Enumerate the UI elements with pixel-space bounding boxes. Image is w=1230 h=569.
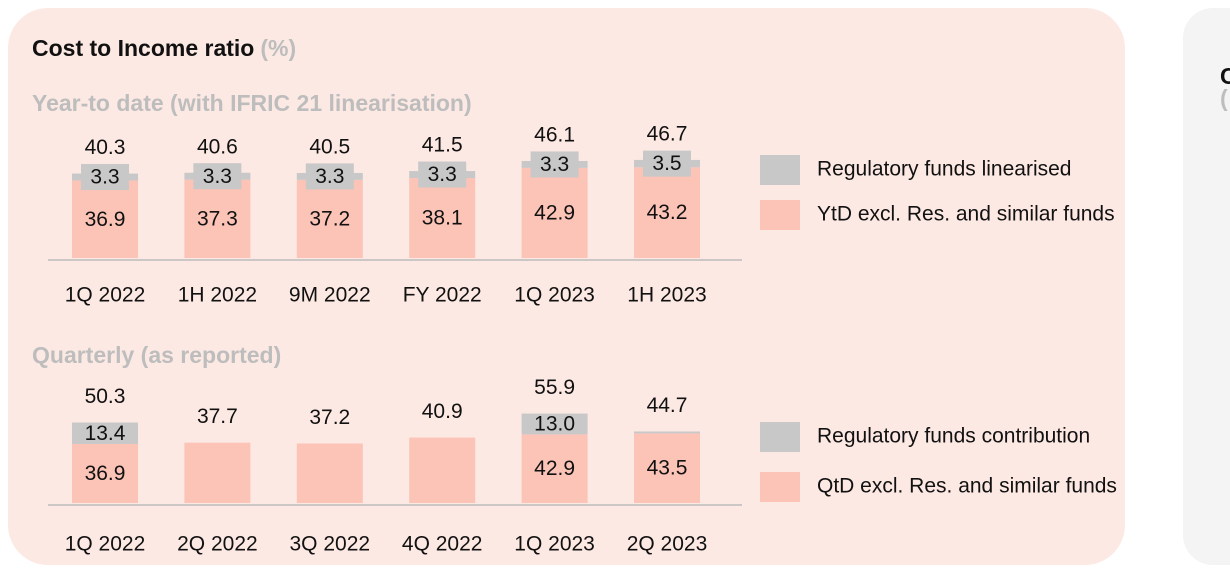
- x-tick-label: FY 2022: [403, 284, 482, 307]
- x-tick-label: 4Q 2022: [402, 533, 483, 556]
- value-label: 36.9: [85, 208, 126, 231]
- label-box: [81, 164, 129, 191]
- unit: (%): [260, 35, 296, 61]
- x-tick-label: 2Q 2023: [627, 533, 708, 556]
- legend-swatch: [760, 472, 800, 502]
- x-tick-label: 9M 2022: [289, 284, 371, 307]
- title: Cost to Income ratio: [32, 35, 254, 61]
- value-label: 37.2: [309, 207, 350, 230]
- bar-segment: [634, 167, 700, 258]
- total-label: 37.2: [309, 406, 350, 429]
- bar-segment: [72, 180, 138, 258]
- total-label: 55.9: [534, 376, 575, 399]
- total-label: 50.3: [85, 385, 126, 408]
- value-label: 43.5: [647, 457, 688, 480]
- label-box: [418, 161, 467, 188]
- total-label: 46.7: [647, 122, 688, 145]
- legend-label: Regulatory funds contribution: [817, 425, 1090, 448]
- total-label: 46.1: [534, 124, 575, 147]
- total-label: 44.7: [647, 394, 688, 417]
- chart-subtitle: Quarterly (as reported): [32, 342, 281, 368]
- label-box: [643, 150, 691, 177]
- value-label: 3.5: [652, 152, 681, 175]
- legend-swatch: [760, 422, 800, 452]
- value-label: 3.3: [203, 165, 232, 188]
- panel: [8, 8, 1125, 565]
- x-tick-label: 1Q 2022: [65, 284, 146, 307]
- bar-segment: [72, 443, 138, 503]
- chart-subtitle: Year-to date (with IFRIC 21 linearisatio…: [32, 90, 472, 116]
- x-tick-label: 1Q 2023: [514, 284, 595, 307]
- bar-segment: [409, 437, 476, 503]
- bar-segment: [521, 413, 588, 435]
- bar-segment: [634, 433, 700, 503]
- total-label: 40.6: [197, 135, 238, 158]
- bar-segment: [296, 179, 363, 258]
- bar-segment: [184, 442, 251, 503]
- x-tick-label: 1H 2022: [178, 284, 257, 307]
- value-label: 3.3: [90, 166, 119, 189]
- total-label: 41.5: [422, 134, 463, 157]
- label-box: [193, 163, 242, 190]
- x-tick-label: 2Q 2022: [177, 533, 258, 556]
- value-label: 42.9: [534, 202, 575, 225]
- value-label: 36.9: [85, 462, 126, 485]
- x-tick-label: 1H 2023: [627, 284, 706, 307]
- legend-label: YtD excl. Res. and similar funds: [817, 203, 1115, 226]
- total-label: 40.3: [85, 136, 126, 159]
- value-label: 43.2: [647, 201, 688, 224]
- legend-swatch: [760, 155, 800, 185]
- side-panel: [1183, 8, 1230, 565]
- x-tick-label: 1Q 2023: [514, 533, 595, 556]
- bar-segment: [634, 431, 700, 434]
- bar-segment: [72, 422, 138, 444]
- value-label: 3.3: [315, 165, 344, 188]
- value-label: 38.1: [422, 207, 463, 230]
- total-label: 37.7: [197, 405, 238, 428]
- bar-segment: [296, 443, 363, 503]
- bar-segment: [409, 177, 476, 258]
- legend-label: Regulatory funds linearised: [817, 158, 1071, 181]
- bar-segment: [521, 434, 588, 503]
- label-box: [530, 151, 579, 178]
- total-label: 40.5: [309, 135, 350, 158]
- value-label: 3.3: [428, 163, 457, 186]
- bar-segment: [184, 179, 251, 258]
- title-line: Cost to Income ratio (%): [32, 35, 296, 61]
- bar-segment: [521, 167, 588, 258]
- legend-swatch: [760, 200, 800, 230]
- value-label: 13.4: [85, 422, 126, 445]
- side-subtitle: (: [1220, 85, 1228, 111]
- value-label: 13.0: [534, 413, 575, 436]
- total-label: 40.9: [422, 400, 463, 423]
- value-label: 37.3: [197, 207, 238, 230]
- x-tick-label: 1Q 2022: [65, 533, 146, 556]
- label-box: [305, 163, 354, 190]
- value-label: 3.3: [540, 153, 569, 176]
- side-title: C: [1220, 63, 1230, 89]
- x-tick-label: 3Q 2022: [290, 533, 371, 556]
- value-label: 42.9: [534, 457, 575, 480]
- legend-label: QtD excl. Res. and similar funds: [817, 475, 1117, 498]
